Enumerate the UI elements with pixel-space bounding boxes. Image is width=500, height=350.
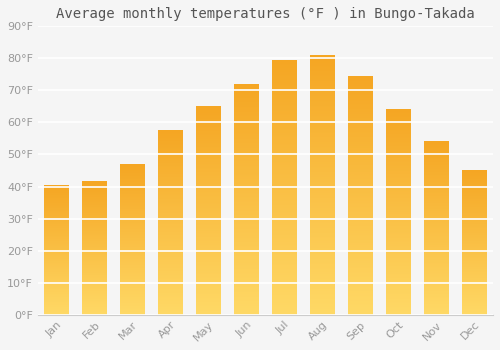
Title: Average monthly temperatures (°F ) in Bungo-Takada: Average monthly temperatures (°F ) in Bu… bbox=[56, 7, 475, 21]
